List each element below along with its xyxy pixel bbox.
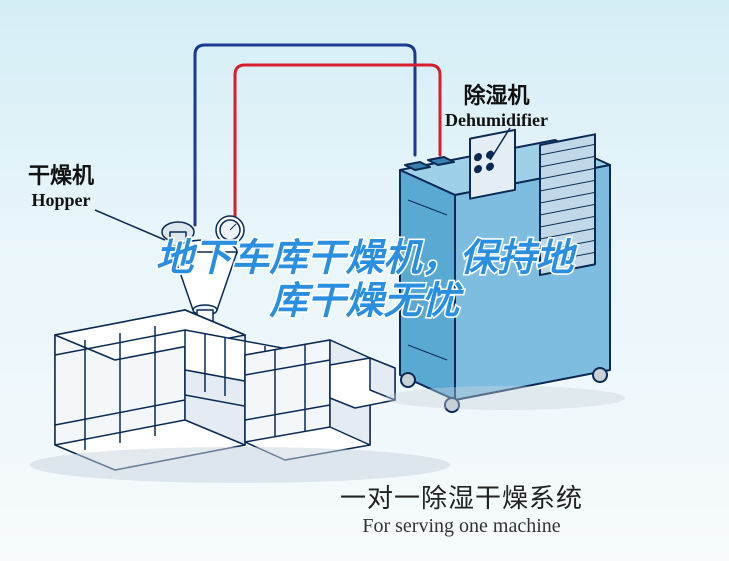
label-hopper-en: Hopper — [28, 190, 94, 211]
diagram-svg — [0, 0, 729, 561]
label-hopper-cn: 干燥机 — [28, 158, 94, 190]
caption-en: For serving one machine — [340, 515, 583, 538]
dehumidifier-unit — [400, 130, 610, 412]
hopper-unit — [162, 216, 244, 328]
floor-shadow-dehumidifier — [385, 386, 625, 410]
label-hopper: 干燥机 Hopper — [28, 158, 94, 211]
pipe-blue — [195, 45, 415, 225]
label-dehumidifier: 除湿机 Dehumidifier — [445, 78, 548, 131]
extruder-machine — [55, 310, 395, 470]
caption-cn: 一对一除湿干燥系统 — [340, 478, 583, 515]
label-dehumidifier-cn: 除湿机 — [445, 78, 548, 110]
callout-line-hopper — [95, 210, 165, 240]
label-dehumidifier-en: Dehumidifier — [445, 110, 548, 131]
caption: 一对一除湿干燥系统 For serving one machine — [340, 478, 583, 538]
diagram-canvas: 干燥机 Hopper 除湿机 Dehumidifier 地下车库干燥机，保持地 … — [0, 0, 729, 561]
